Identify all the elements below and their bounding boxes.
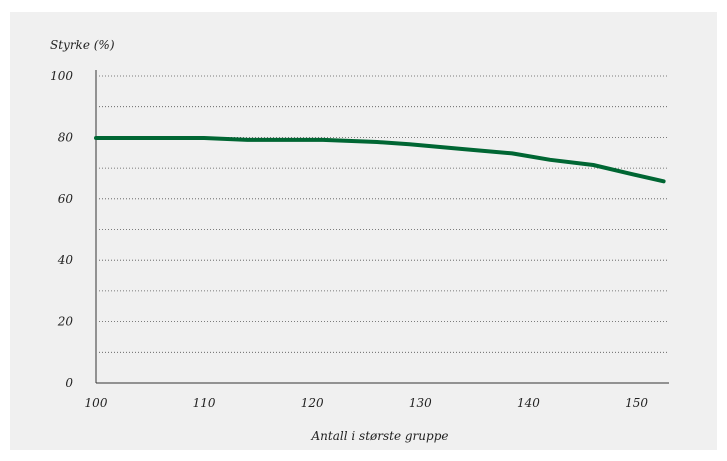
line-chart: 0 20 40 60 80 100 100 110 120 130 140 150 Styrke (… xyxy=(50,38,669,443)
x-tick-label: 130 xyxy=(409,396,432,410)
y-tick-labels: 0 20 40 60 80 100 xyxy=(50,69,73,390)
axes xyxy=(95,70,669,384)
x-tick-label: 100 xyxy=(85,396,108,410)
y-axis-label: Styrke (%) xyxy=(50,38,115,52)
x-tick-label: 110 xyxy=(193,396,216,410)
y-tick-label: 0 xyxy=(65,376,73,390)
data-series xyxy=(94,136,666,184)
y-tick-label: 60 xyxy=(58,192,74,206)
gridlines xyxy=(99,75,669,353)
series-line xyxy=(94,136,666,184)
x-tick-label: 150 xyxy=(625,396,648,410)
x-tick-labels: 100 110 120 130 140 150 xyxy=(85,396,649,410)
x-tick-label: 120 xyxy=(301,396,324,410)
y-tick-label: 40 xyxy=(57,253,74,267)
chart-panel: 0 20 40 60 80 100 100 110 120 130 140 150 Styrke (… xyxy=(10,12,717,450)
y-tick-label: 100 xyxy=(50,69,73,83)
x-tick-label: 140 xyxy=(517,396,540,410)
y-tick-label: 80 xyxy=(58,130,74,144)
y-tick-label: 20 xyxy=(57,315,74,329)
x-axis-label: Antall i største gruppe xyxy=(311,429,449,443)
